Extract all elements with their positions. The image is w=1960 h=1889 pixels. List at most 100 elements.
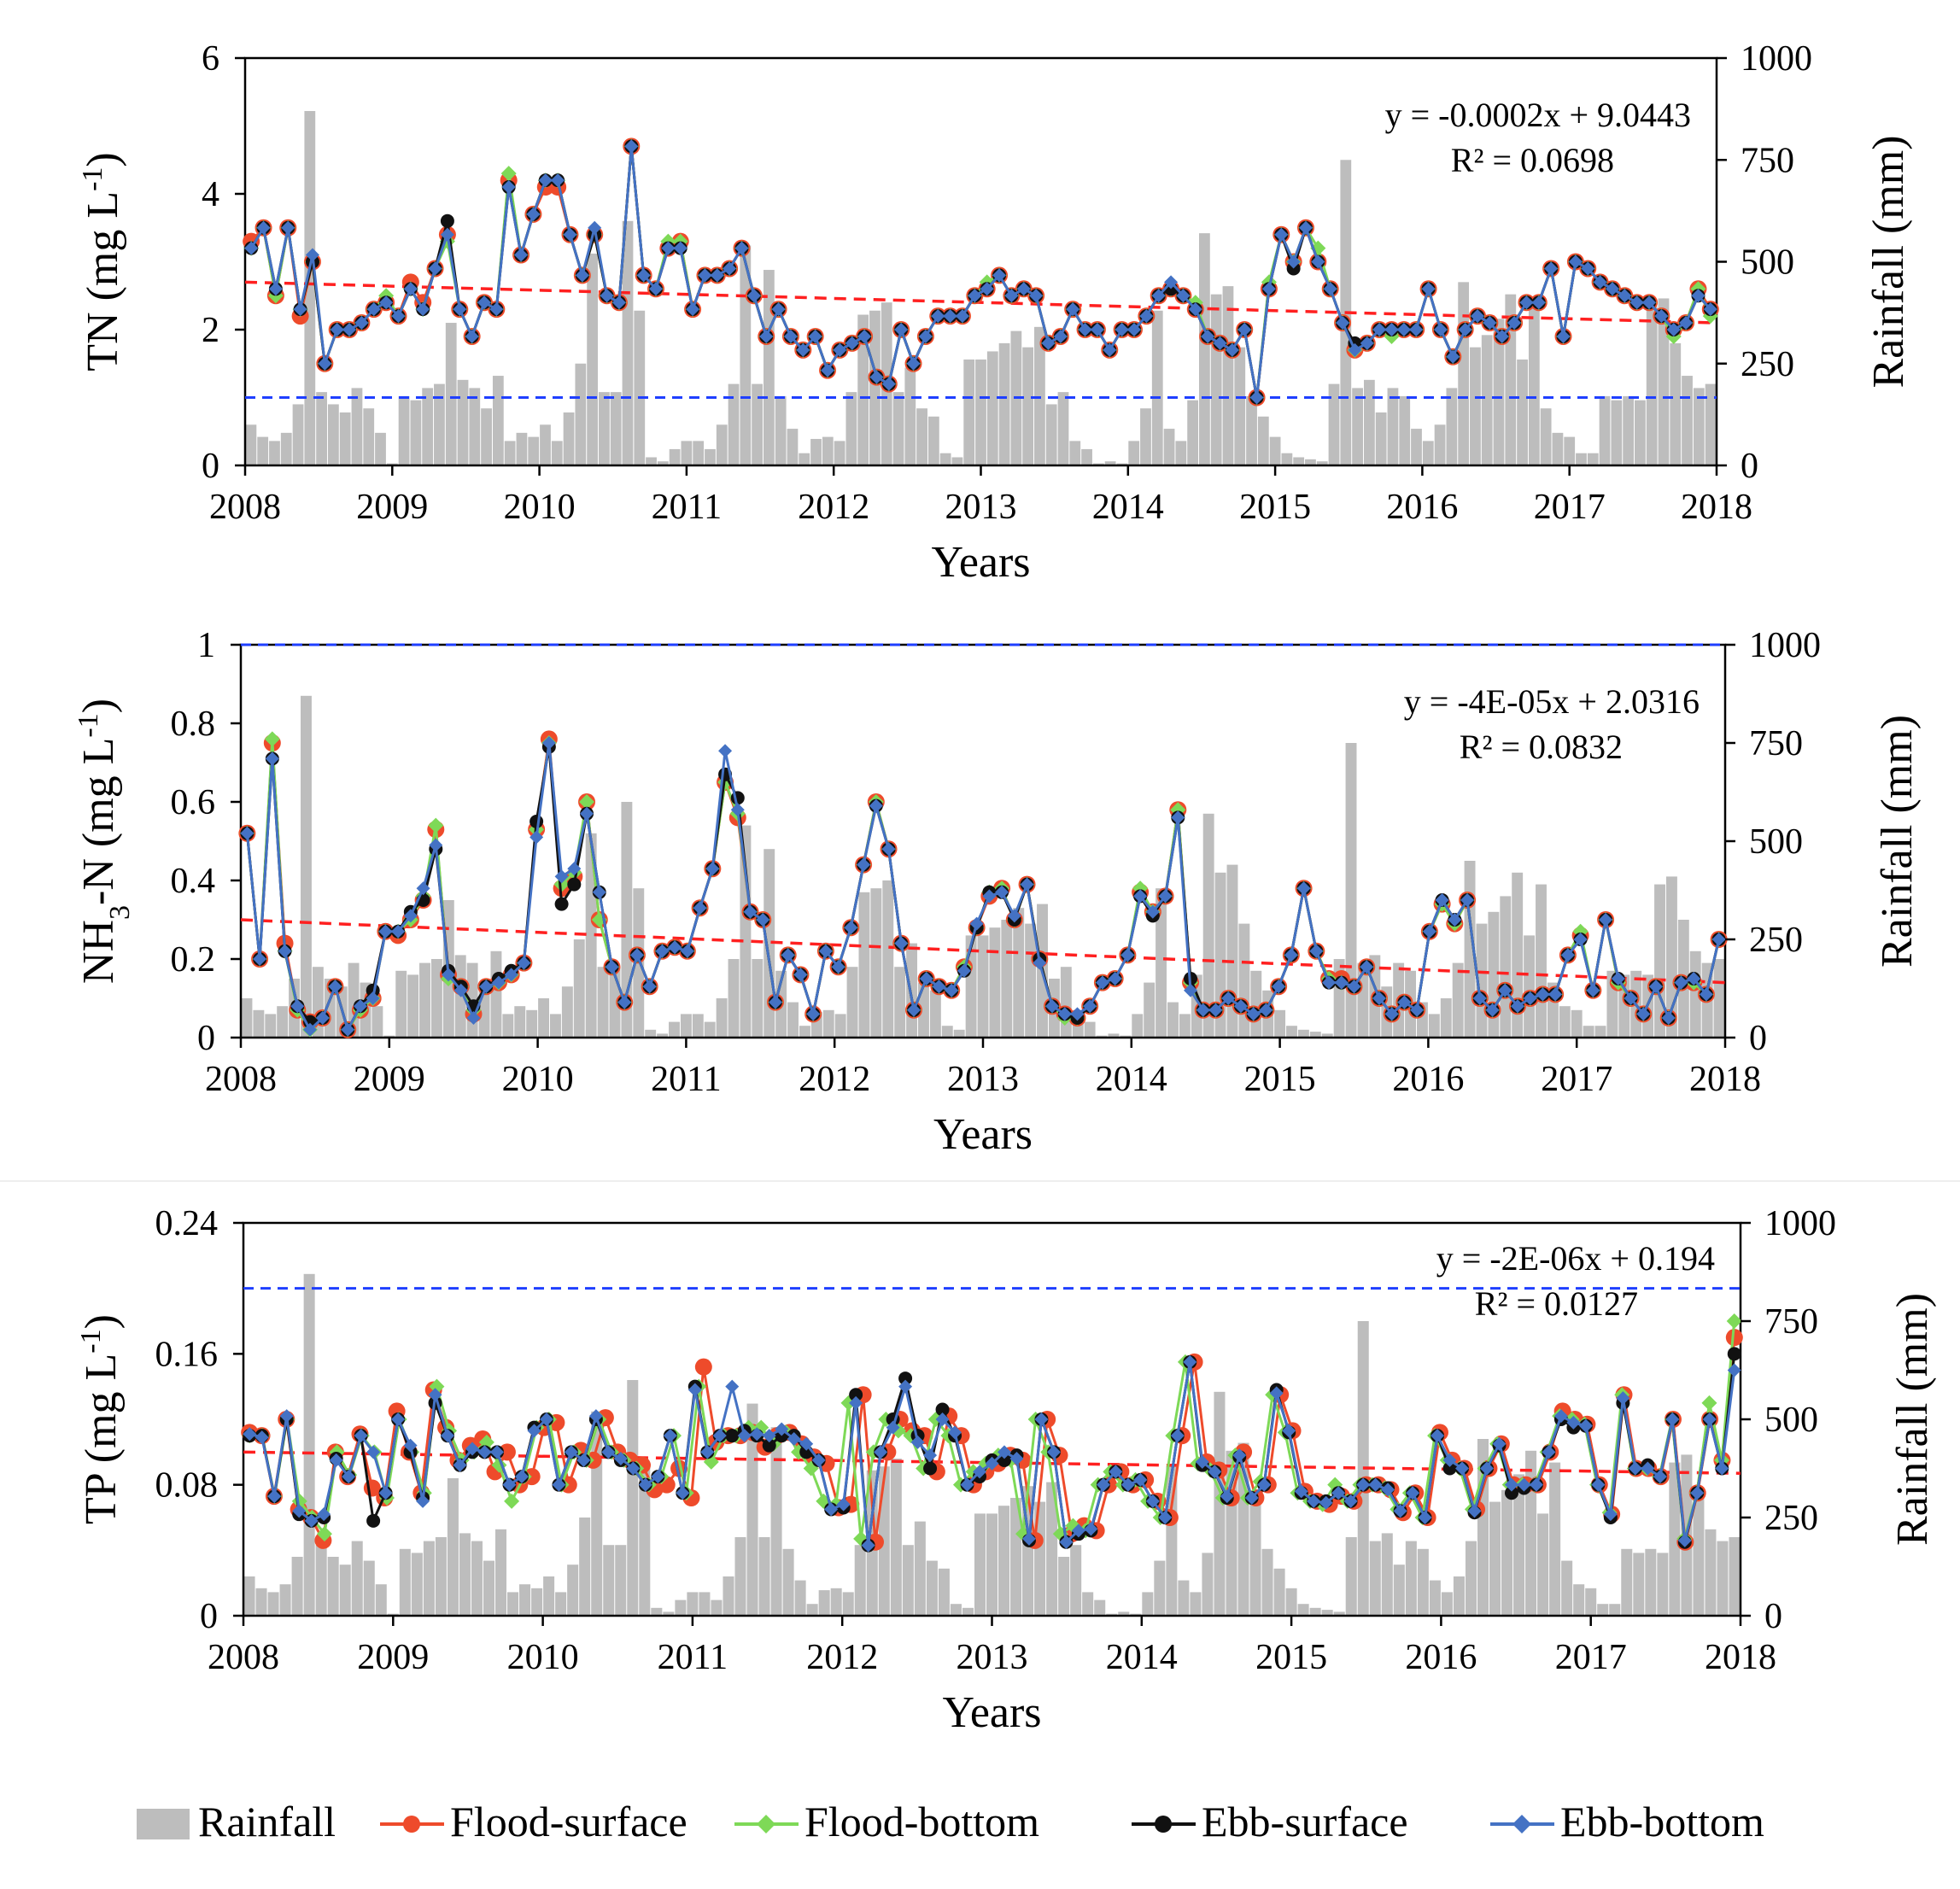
rainfall-bar	[1399, 395, 1411, 465]
data-point	[1164, 275, 1179, 289]
data-point	[1257, 1477, 1272, 1492]
data-point	[1041, 336, 1056, 350]
y2-tick-label: 0	[1764, 1597, 1782, 1636]
rainfall-bar	[615, 1545, 627, 1616]
data-point	[1225, 342, 1239, 357]
data-point	[1397, 995, 1412, 1009]
x-axis-title: Years	[933, 1110, 1033, 1159]
data-point	[1208, 1003, 1223, 1017]
rainfall-bar	[998, 1506, 1010, 1616]
data-point	[624, 139, 639, 154]
data-point	[1483, 316, 1497, 330]
data-point	[1220, 1489, 1234, 1504]
rainfall-bar	[1524, 935, 1536, 1038]
rainfall-bar	[799, 1026, 810, 1038]
rainfall-bar	[1512, 872, 1524, 1038]
data-point	[329, 1453, 343, 1467]
data-point	[1103, 342, 1117, 357]
data-point	[514, 248, 529, 262]
rainfall-bar	[504, 441, 516, 465]
x-tick-label: 2015	[1239, 488, 1311, 527]
rainfall-bar	[430, 959, 442, 1038]
data-point	[514, 1470, 529, 1484]
data-point	[1531, 295, 1546, 310]
x-tick-label: 2018	[1681, 488, 1752, 527]
data-point	[391, 1412, 406, 1426]
rainfall-bar	[481, 408, 492, 465]
legend-label: Rainfall	[198, 1798, 336, 1845]
data-point	[601, 1445, 616, 1459]
data-point	[1674, 975, 1688, 990]
rainfall-bar	[526, 1009, 538, 1038]
rainfall-bar	[963, 359, 975, 465]
data-point	[1616, 1391, 1630, 1406]
data-point	[1126, 323, 1141, 336]
data-point	[1213, 336, 1227, 350]
data-point	[1448, 913, 1462, 927]
data-point	[1016, 282, 1031, 296]
rainfall-bar	[1082, 1592, 1094, 1616]
data-point	[642, 980, 657, 994]
rainfall-bar	[892, 392, 904, 465]
data-point	[465, 1442, 480, 1456]
data-point	[1274, 227, 1289, 242]
data-point	[737, 1429, 752, 1443]
data-point	[918, 329, 933, 343]
data-point	[1422, 924, 1436, 939]
data-point	[1360, 336, 1374, 350]
y2-tick-label: 1000	[1764, 1204, 1836, 1243]
data-point	[710, 268, 724, 283]
rainfall-bar	[842, 1592, 854, 1616]
rainfall-bar	[986, 1513, 998, 1616]
y2-tick-label: 750	[1749, 724, 1803, 763]
data-point	[1009, 1452, 1024, 1465]
data-point	[1176, 289, 1191, 303]
data-point	[240, 826, 255, 840]
rainfall-bar	[1465, 1541, 1477, 1616]
rainfall-bar	[1187, 400, 1199, 465]
rainfall-bar	[301, 695, 312, 1038]
data-point	[1603, 1507, 1618, 1522]
rainfall-bar	[950, 1604, 962, 1616]
data-point	[500, 166, 517, 182]
rainfall-bar	[1452, 962, 1464, 1038]
legend-marker	[1155, 1816, 1172, 1833]
y2-tick-label: 250	[1749, 921, 1803, 960]
rainfall-bar	[870, 888, 882, 1038]
rainfall-bar	[1316, 461, 1328, 465]
data-point	[315, 1011, 330, 1025]
rainfall-bar	[1022, 347, 1034, 465]
data-point	[980, 282, 994, 296]
data-point	[923, 1448, 938, 1463]
data-point	[498, 1443, 516, 1461]
rainfall-bar	[1500, 896, 1512, 1038]
data-point	[1703, 302, 1717, 317]
x-tick-label: 2008	[209, 488, 281, 527]
data-point	[1286, 254, 1301, 269]
rainfall-bar	[1594, 1026, 1606, 1038]
rainfall-bar	[1489, 1501, 1501, 1616]
data-point	[1529, 1477, 1543, 1492]
y2-tick-label: 1000	[1741, 39, 1812, 79]
data-point	[775, 1422, 789, 1436]
legend-item-rainfall: Rainfall	[137, 1798, 336, 1845]
x-tick-label: 2016	[1386, 488, 1458, 527]
rainfall-bar	[1611, 400, 1623, 465]
data-point	[553, 876, 570, 892]
rainfall-bar	[799, 453, 810, 465]
rainfall-bar	[610, 392, 622, 465]
y-tick-label: 0	[200, 1597, 218, 1636]
data-point	[304, 1513, 319, 1528]
data-point	[579, 794, 595, 810]
data-point	[379, 295, 394, 310]
rainfall-bar	[998, 342, 1010, 465]
data-point	[857, 857, 871, 872]
rainfall-bar	[1210, 294, 1222, 465]
data-point	[1133, 1472, 1148, 1487]
data-point	[1322, 975, 1337, 990]
y2-tick-label: 500	[1749, 822, 1803, 862]
rainfall-bar	[567, 1564, 579, 1616]
rainfall-bar	[764, 849, 775, 1038]
data-point	[588, 1409, 603, 1424]
rainfall-bar	[806, 1604, 818, 1616]
